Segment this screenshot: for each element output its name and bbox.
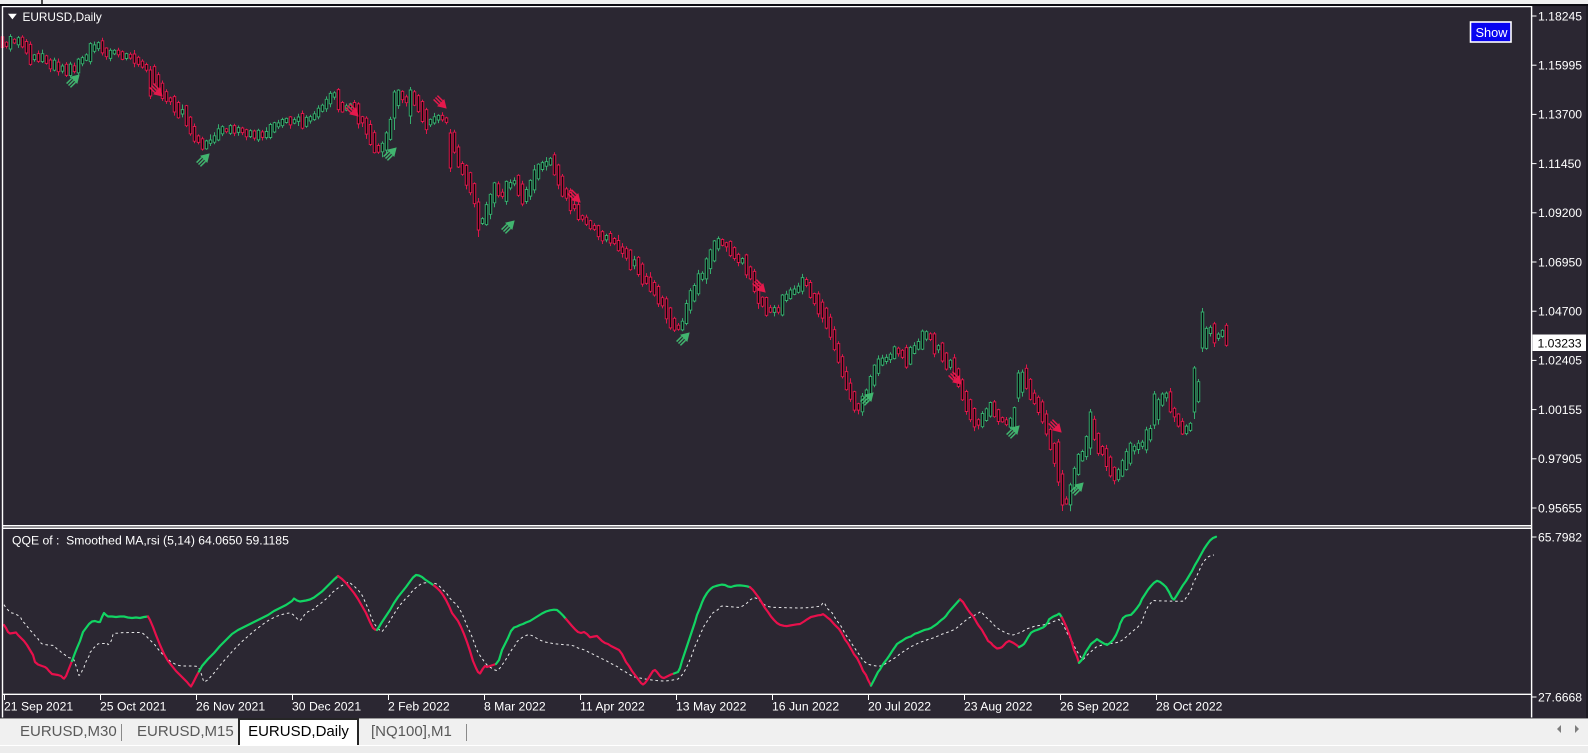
svg-text:28 Oct 2022: 28 Oct 2022 bbox=[1156, 700, 1223, 714]
svg-text:20 Jul 2022: 20 Jul 2022 bbox=[868, 700, 931, 714]
svg-text:1.02405: 1.02405 bbox=[1538, 354, 1582, 368]
svg-text:26 Nov 2021: 26 Nov 2021 bbox=[196, 700, 265, 714]
svg-text:8 Mar 2022: 8 Mar 2022 bbox=[484, 700, 546, 714]
svg-text:1.09200: 1.09200 bbox=[1538, 206, 1582, 220]
svg-text:2 Feb 2022: 2 Feb 2022 bbox=[388, 700, 450, 714]
svg-text:26 Sep 2022: 26 Sep 2022 bbox=[1060, 700, 1129, 714]
svg-text:QQE of : Smoothed MA,rsi (5,1: QQE of : Smoothed MA,rsi (5,14) 64.0650 … bbox=[12, 534, 289, 548]
svg-text:1.11450: 1.11450 bbox=[1538, 157, 1581, 171]
svg-text:27.6668: 27.6668 bbox=[1538, 690, 1582, 704]
svg-text:25 Oct 2021: 25 Oct 2021 bbox=[100, 700, 167, 714]
svg-text:65.7982: 65.7982 bbox=[1538, 530, 1582, 544]
svg-text:21 Sep 2021: 21 Sep 2021 bbox=[4, 700, 73, 714]
svg-text:16 Jun 2022: 16 Jun 2022 bbox=[772, 700, 839, 714]
svg-text:0.95655: 0.95655 bbox=[1538, 501, 1582, 515]
svg-text:13 May 2022: 13 May 2022 bbox=[676, 700, 747, 714]
svg-text:1.15995: 1.15995 bbox=[1538, 59, 1582, 73]
svg-text:1.13700: 1.13700 bbox=[1538, 108, 1582, 122]
svg-text:1.18245: 1.18245 bbox=[1538, 9, 1582, 23]
svg-text:1.03233: 1.03233 bbox=[1538, 336, 1582, 350]
svg-text:11 Apr 2022: 11 Apr 2022 bbox=[580, 700, 645, 714]
svg-text:1.04700: 1.04700 bbox=[1538, 305, 1582, 319]
svg-text:0.97905: 0.97905 bbox=[1538, 452, 1582, 466]
svg-text:1.06950: 1.06950 bbox=[1538, 255, 1582, 269]
svg-text:1.00155: 1.00155 bbox=[1538, 403, 1582, 417]
svg-text:Show: Show bbox=[1476, 25, 1509, 40]
svg-text:EURUSD,Daily: EURUSD,Daily bbox=[23, 10, 102, 24]
svg-text:23 Aug 2022: 23 Aug 2022 bbox=[964, 700, 1033, 714]
svg-text:30 Dec 2021: 30 Dec 2021 bbox=[292, 700, 361, 714]
